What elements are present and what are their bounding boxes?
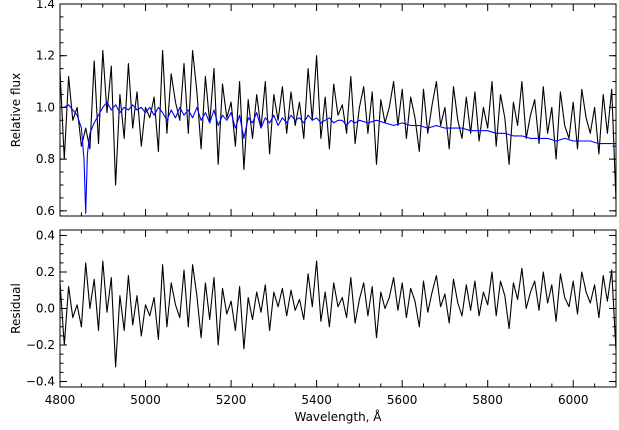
bottom-x-tick-label-5: 5800 xyxy=(472,393,503,407)
top-series-line-0 xyxy=(60,49,616,201)
top-series-line-1 xyxy=(60,101,616,214)
bottom-y-tick-label-0: −0.4 xyxy=(26,375,55,389)
bottom-x-tick-label-1: 5000 xyxy=(130,393,161,407)
bottom-y-tick-label-3: 0.2 xyxy=(36,265,55,279)
bottom-x-tick-label-0: 4800 xyxy=(45,393,76,407)
bottom-x-tick-label-2: 5200 xyxy=(216,393,247,407)
top-y-axis-label: Relative flux xyxy=(9,73,23,147)
top-y-tick-label-1: 0.8 xyxy=(36,152,55,166)
bottom-x-tick-label-3: 5400 xyxy=(301,393,332,407)
top-y-tick-label-4: 1.4 xyxy=(36,0,55,11)
bottom-x-tick-label-6: 6000 xyxy=(558,393,589,407)
bottom-x-tick-label-4: 5600 xyxy=(387,393,418,407)
top-y-tick-label-2: 1.0 xyxy=(36,100,55,114)
bottom-plot-frame xyxy=(59,229,617,388)
bottom-y-axis-label: Residual xyxy=(9,283,23,334)
top-y-tick-label-3: 1.2 xyxy=(36,49,55,63)
bottom-series-line-0 xyxy=(60,260,616,368)
bottom-panel: −0.4 −0.2 0.0 0.2 0.4 4800 5000 5200 5400 5600 580… xyxy=(9,228,617,424)
top-panel: 0.6 0.8 1.0 1.2 1.4 Relative flux xyxy=(9,0,617,218)
bottom-x-axis-label: Wavelength, Å xyxy=(294,409,382,424)
bottom-y-tick-label-1: −0.2 xyxy=(26,338,55,352)
top-y-tick-label-0: 0.6 xyxy=(36,204,55,218)
bottom-y-tick-label-4: 0.4 xyxy=(36,228,55,242)
bottom-y-tick-label-2: 0.0 xyxy=(36,302,55,316)
